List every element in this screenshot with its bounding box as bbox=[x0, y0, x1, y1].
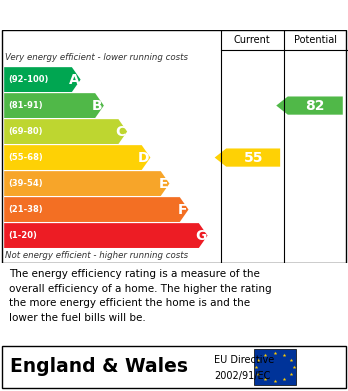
Text: (39-54): (39-54) bbox=[8, 179, 43, 188]
Polygon shape bbox=[4, 93, 104, 118]
Text: G: G bbox=[195, 229, 206, 242]
Text: 82: 82 bbox=[306, 99, 325, 113]
Text: 55: 55 bbox=[243, 151, 263, 165]
Text: C: C bbox=[116, 125, 126, 138]
Text: (55-68): (55-68) bbox=[8, 153, 43, 162]
Text: F: F bbox=[177, 203, 187, 217]
Text: (21-38): (21-38) bbox=[8, 205, 43, 214]
Polygon shape bbox=[4, 171, 169, 196]
Polygon shape bbox=[4, 145, 150, 170]
Text: (1-20): (1-20) bbox=[8, 231, 37, 240]
Text: E: E bbox=[159, 177, 168, 190]
Polygon shape bbox=[215, 149, 280, 167]
Polygon shape bbox=[4, 119, 127, 144]
Text: Very energy efficient - lower running costs: Very energy efficient - lower running co… bbox=[5, 53, 188, 62]
Text: A: A bbox=[69, 73, 79, 86]
Text: (69-80): (69-80) bbox=[8, 127, 43, 136]
Polygon shape bbox=[4, 223, 207, 248]
Text: Not energy efficient - higher running costs: Not energy efficient - higher running co… bbox=[5, 251, 188, 260]
Text: The energy efficiency rating is a measure of the
overall efficiency of a home. T: The energy efficiency rating is a measur… bbox=[9, 269, 271, 323]
Text: Energy Efficiency Rating: Energy Efficiency Rating bbox=[9, 8, 230, 23]
Text: (81-91): (81-91) bbox=[8, 101, 43, 110]
Text: D: D bbox=[137, 151, 149, 165]
Bar bbox=[2, 346, 346, 388]
Text: B: B bbox=[92, 99, 102, 113]
Bar bbox=[254, 349, 296, 385]
Polygon shape bbox=[4, 197, 189, 222]
Text: Current: Current bbox=[234, 35, 271, 45]
Text: England & Wales: England & Wales bbox=[10, 357, 188, 377]
Text: (92-100): (92-100) bbox=[8, 75, 49, 84]
Text: Potential: Potential bbox=[294, 35, 337, 45]
Polygon shape bbox=[4, 67, 81, 92]
Polygon shape bbox=[276, 97, 343, 115]
Text: EU Directive: EU Directive bbox=[214, 355, 274, 365]
Text: 2002/91/EC: 2002/91/EC bbox=[214, 371, 270, 381]
